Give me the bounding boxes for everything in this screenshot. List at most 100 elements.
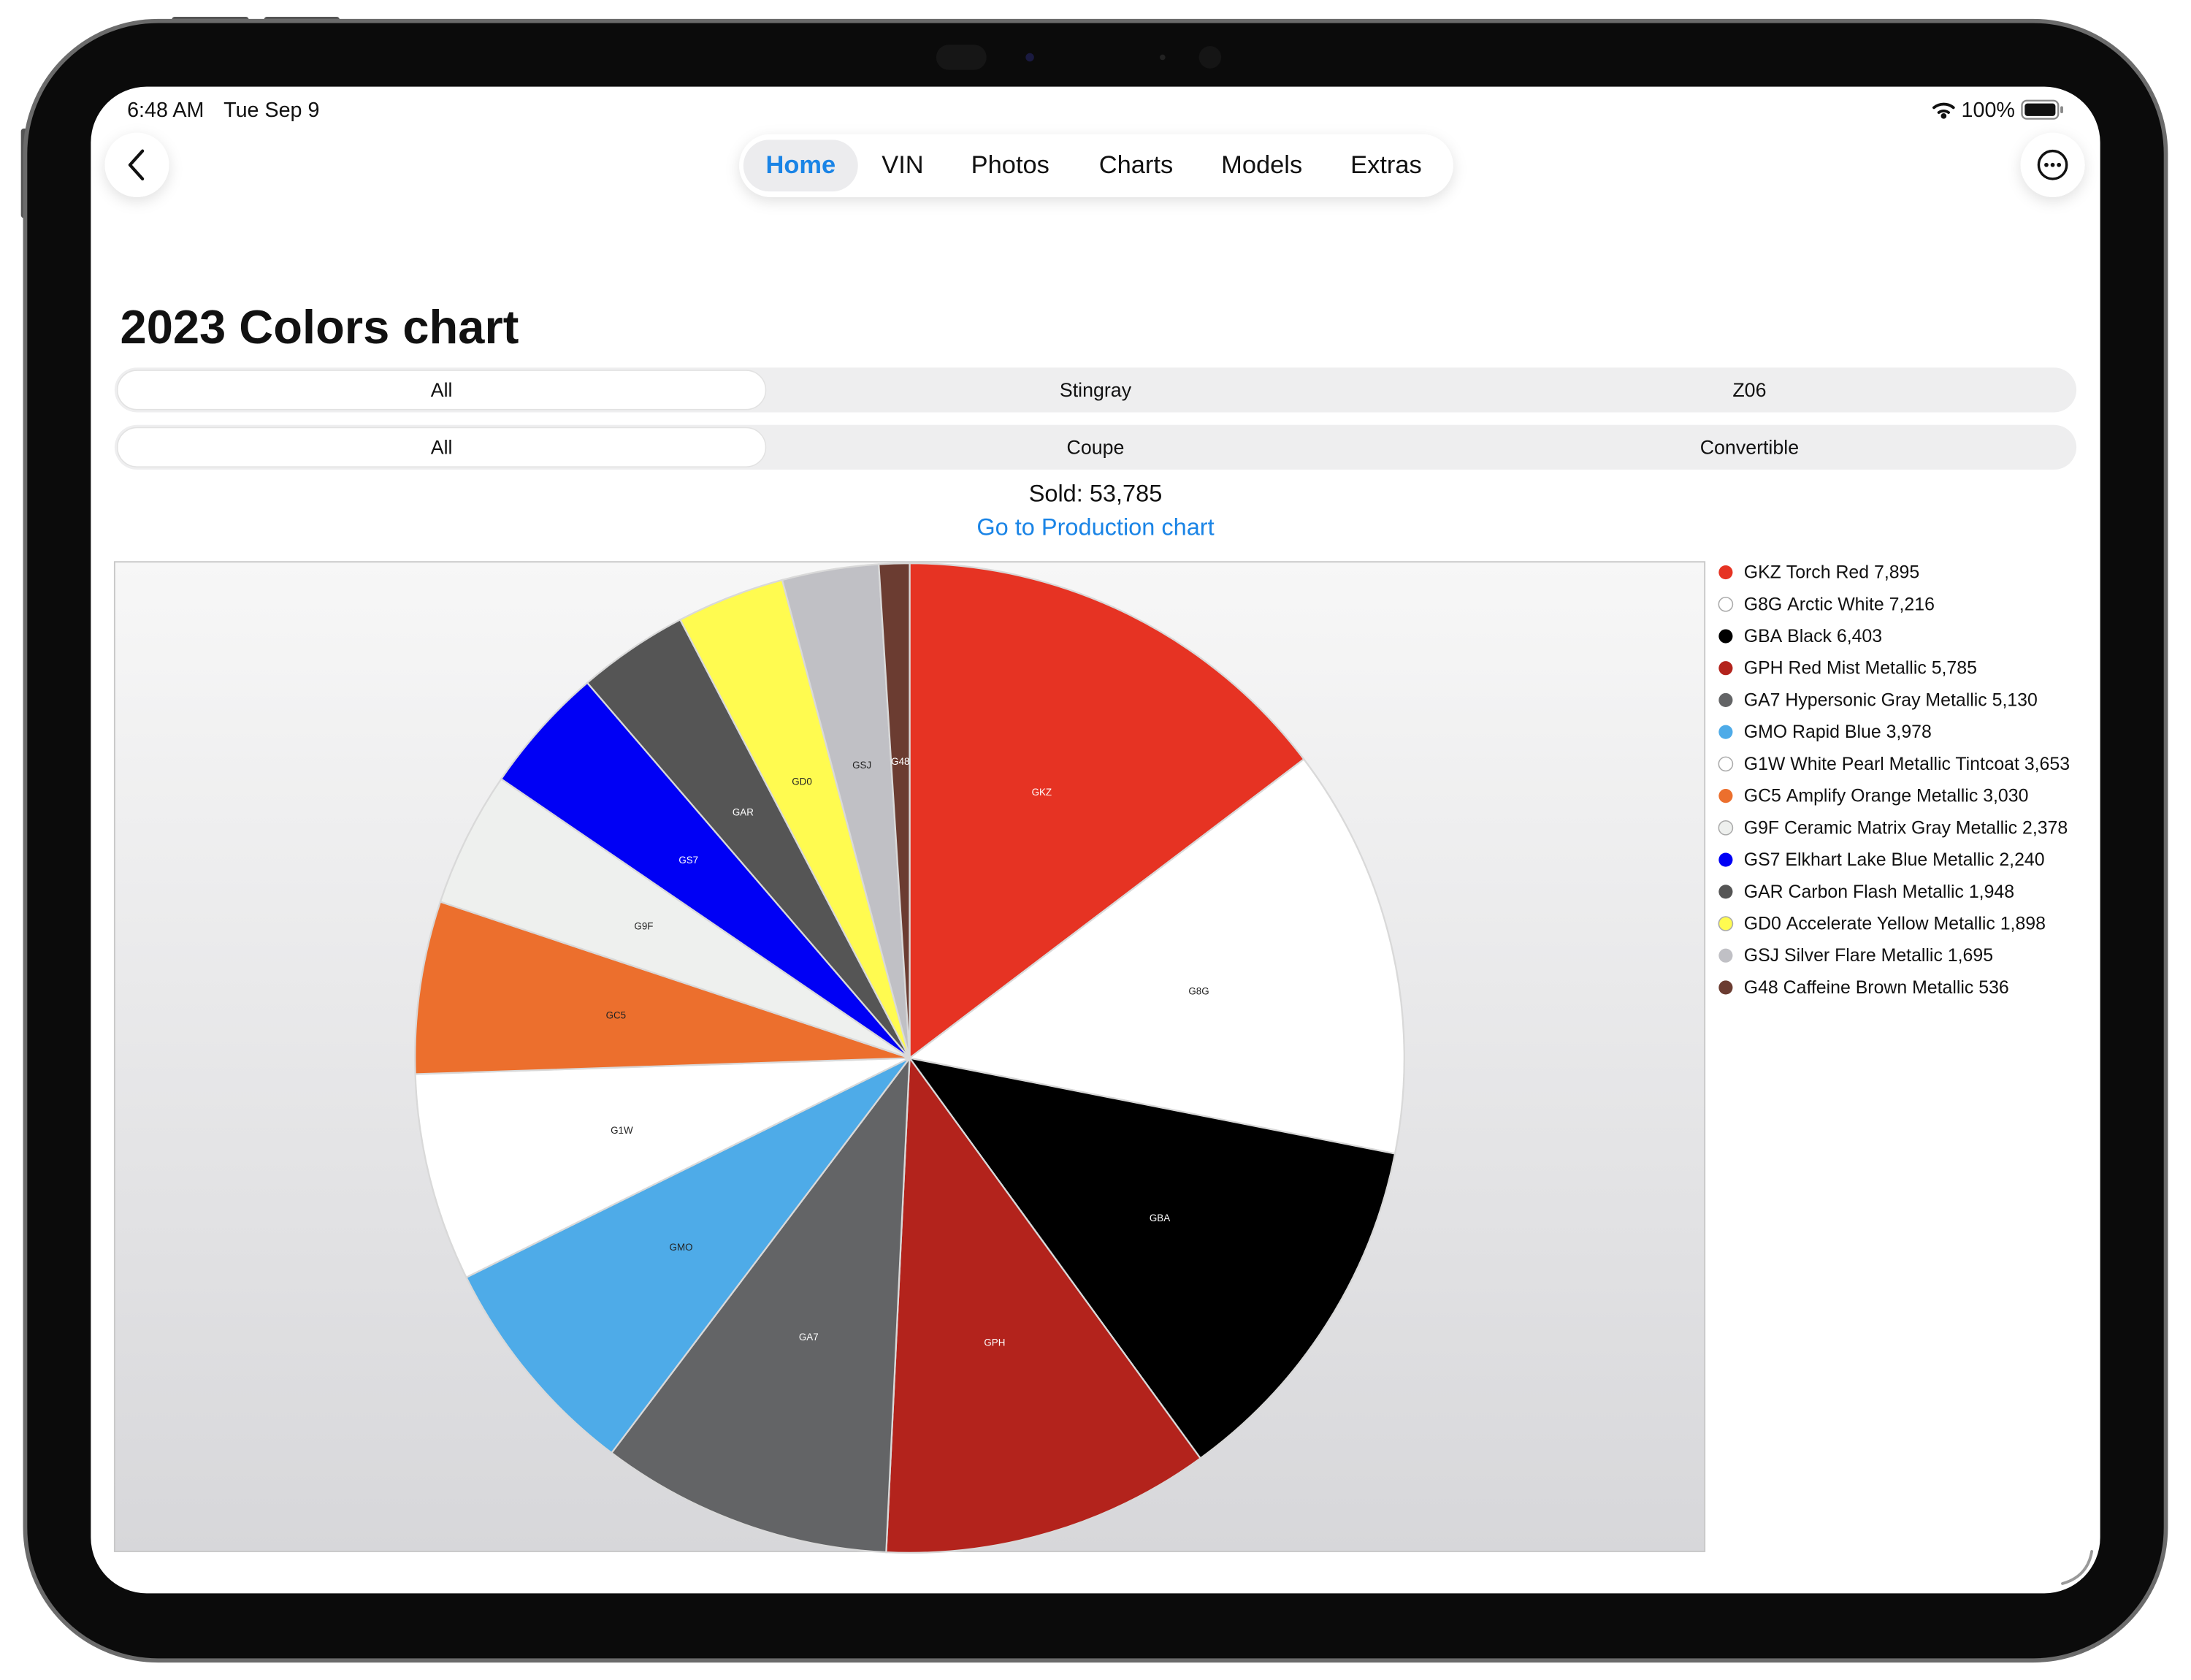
legend-name: Torch Red (1786, 562, 1869, 583)
legend-value: 6,403 (1837, 626, 1882, 646)
legend-code: GSJ (1744, 945, 1779, 966)
slice-label: GD0 (792, 776, 812, 787)
legend-entry: GPH Red Mist Metallic 5,785 (1744, 658, 1977, 679)
legend-name: Caffeine Brown Metallic (1783, 977, 1974, 998)
legend-code: GMO (1744, 722, 1787, 742)
slice-label: G48 (891, 756, 909, 767)
legend-value: 3,653 (2024, 754, 2070, 774)
legend-entry: GD0 Accelerate Yellow Metallic 1,898 (1744, 914, 2046, 934)
legend-code: G1W (1744, 754, 1786, 774)
slice-label: GBA (1150, 1213, 1170, 1223)
legend-value: 2,378 (2022, 817, 2068, 838)
legend-swatch (1718, 596, 1734, 612)
legend-entry: GBA Black 6,403 (1744, 626, 1882, 646)
segment-option[interactable]: All (431, 379, 453, 401)
slice-label: GAR (733, 807, 754, 818)
back-button[interactable] (104, 132, 169, 197)
legend-value: 1,695 (1948, 945, 1993, 966)
sensor (1198, 46, 1222, 69)
legend-value: 1,948 (1969, 882, 2014, 902)
legend-swatch (1718, 852, 1733, 867)
legend-swatch (1718, 980, 1733, 995)
more-dot (2050, 162, 2055, 167)
legend-swatch (1718, 885, 1733, 899)
battery-level (2024, 103, 2056, 116)
legend-code: GAR (1744, 882, 1783, 902)
segment-option[interactable]: Z06 (1732, 379, 1766, 401)
tab[interactable]: Extras (1350, 151, 1422, 179)
legend-swatch (1718, 565, 1733, 580)
legend-value: 3,030 (1983, 786, 2028, 806)
legend-code: GKZ (1744, 562, 1781, 583)
tab[interactable]: Home (765, 151, 836, 179)
slice-label: GPH (984, 1337, 1005, 1348)
more-dot (2057, 162, 2062, 167)
legend-value: 7,895 (1874, 562, 1919, 583)
legend-code: G8G (1744, 594, 1782, 614)
segment-selected (116, 370, 767, 411)
wifi-icon (1932, 102, 1955, 119)
tab[interactable]: Charts (1099, 151, 1173, 179)
pie-slice (414, 1057, 911, 1279)
pie-slice (414, 901, 910, 1075)
segment-option[interactable]: Stingray (1060, 379, 1132, 401)
pie-slice (907, 1056, 1396, 1460)
segment-option[interactable]: Convertible (1700, 436, 1799, 458)
legend-entry: GS7 Elkhart Lake Blue Metallic 2,240 (1744, 849, 2045, 870)
legend-code: GPH (1744, 658, 1783, 679)
sold-total: Sold: 53,785 (1029, 480, 1163, 506)
legend-entry: GAR Carbon Flash Metallic 1,948 (1744, 882, 2014, 902)
legend-name: Carbon Flash Metallic (1789, 882, 1964, 902)
page-title: 2023 Colors chart (121, 300, 519, 354)
pie: GKZ G8G GBA GPH GA7 GMO G1W GC5 G9F GS7 GAR GD0 GSJ G… (414, 562, 1405, 1554)
model-filter: All Stingray Z06 (114, 367, 2077, 413)
legend-entry: GKZ Torch Red 7,895 (1744, 562, 1919, 583)
slice-label: GMO (670, 1242, 693, 1253)
pie-slice (439, 777, 911, 1059)
legend-code: GS7 (1744, 849, 1781, 870)
tabs: Home VIN Photos Charts Models Extras (743, 140, 1422, 192)
legend-swatch (1718, 756, 1734, 772)
legend-value: 5,785 (1932, 658, 1977, 679)
production-link[interactable]: Go to Production chart (976, 513, 1214, 540)
tab[interactable]: VIN (882, 151, 923, 179)
legend-swatch (1718, 629, 1733, 644)
legend-entry: G9F Ceramic Matrix Gray Metallic 2,378 (1744, 817, 2068, 838)
wifi-arc (1937, 109, 1950, 114)
tab[interactable]: Models (1221, 151, 1302, 179)
sensor (1160, 54, 1166, 61)
legend-value: 2,240 (1999, 849, 2044, 870)
legend-swatch (1718, 789, 1733, 803)
segment-option[interactable]: All (431, 436, 453, 458)
legend-name: Ceramic Matrix Gray Metallic (1784, 817, 2017, 838)
legend-value: 7,216 (1889, 594, 1935, 614)
pie-slice (885, 1055, 1202, 1554)
legend-code: G9F (1744, 817, 1779, 838)
legend-name: White Pearl Metallic Tintcoat (1790, 754, 2019, 774)
body-filter: All Coupe Convertible (114, 424, 2077, 470)
legend-entry: G48 Caffeine Brown Metallic 536 (1744, 977, 2009, 998)
legend-value: 5,130 (1992, 690, 2038, 710)
pie-slice (907, 757, 1405, 1155)
legend-swatch (1718, 661, 1733, 676)
segment-selected (116, 427, 767, 467)
legend-name: Red Mist Metallic (1789, 658, 1927, 679)
tab[interactable]: Photos (971, 151, 1049, 179)
camera (936, 45, 987, 70)
slice-label: G8G (1188, 986, 1209, 997)
camera (1025, 53, 1034, 62)
legend-code: GBA (1744, 626, 1783, 646)
pie-slice (909, 562, 1305, 1060)
slice-label: GS7 (678, 855, 698, 866)
wifi-dot (1940, 112, 1947, 119)
more-icon (2037, 149, 2068, 180)
battery-outline (2021, 99, 2060, 120)
segment-option[interactable]: Coupe (1067, 436, 1125, 458)
legend-name: Black (1787, 626, 1832, 646)
legend-name: Rapid Blue (1792, 722, 1881, 742)
legend-name: Elkhart Lake Blue Metallic (1785, 849, 1994, 870)
legend-entry: G1W White Pearl Metallic Tintcoat 3,653 (1744, 754, 2070, 774)
legend-entry: G8G Arctic White 7,216 (1744, 594, 1935, 614)
